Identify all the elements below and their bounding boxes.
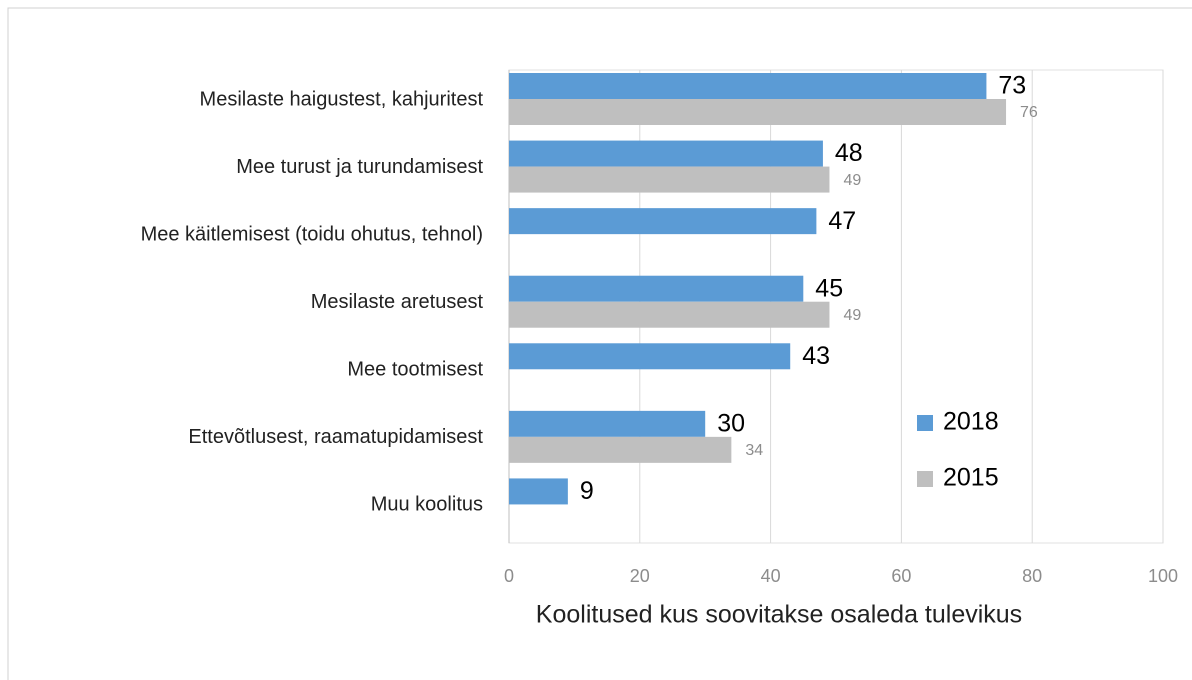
bar: [509, 436, 732, 463]
data-label: 48: [835, 139, 863, 167]
bar: [509, 166, 830, 193]
data-label: 34: [745, 442, 763, 459]
data-label: 47: [828, 207, 856, 235]
x-axis-label: Koolitused kus soovitakse osaleda tulevi…: [536, 601, 1022, 629]
x-tick-label: 100: [1148, 566, 1178, 586]
y-tick-label: Mesilaste haigustest, kahjuritest: [200, 88, 484, 110]
bar: [509, 410, 706, 437]
bar: [509, 275, 804, 302]
y-tick-label: Mee turust ja turundamisest: [236, 156, 483, 178]
bar: [509, 343, 791, 370]
y-tick-label: Mesilaste aretusest: [311, 291, 484, 313]
data-label: 9: [580, 477, 594, 505]
bar: [509, 478, 568, 505]
legend-label: 2018: [943, 408, 999, 436]
x-tick-label: 0: [504, 566, 514, 586]
data-label: 30: [717, 409, 745, 437]
data-label: 43: [802, 342, 830, 370]
bar: [509, 99, 1007, 125]
data-label: 45: [815, 274, 843, 302]
data-label: 76: [1020, 104, 1038, 121]
data-label: 73: [998, 72, 1026, 100]
bar: [509, 140, 823, 167]
legend-swatch: [917, 471, 933, 487]
y-tick-label: Muu koolitus: [371, 494, 483, 516]
legend-label: 2015: [943, 464, 999, 492]
bar: [509, 301, 830, 328]
y-tick-label: Ettevõtlusest, raamatupidamisest: [188, 426, 483, 448]
x-tick-label: 20: [630, 566, 650, 586]
frame: [7, 7, 1192, 680]
data-label: 49: [843, 172, 861, 189]
x-tick-label: 80: [1022, 566, 1042, 586]
bar: [509, 208, 817, 235]
x-tick-label: 40: [761, 566, 781, 586]
bar: [509, 73, 987, 99]
y-tick-label: Mee käitlemisest (toidu ohutus, tehnol): [141, 223, 483, 245]
x-tick-label: 60: [891, 566, 911, 586]
y-tick-label: Mee tootmisest: [347, 359, 483, 381]
data-label: 49: [843, 307, 861, 324]
legend-swatch: [917, 415, 933, 431]
